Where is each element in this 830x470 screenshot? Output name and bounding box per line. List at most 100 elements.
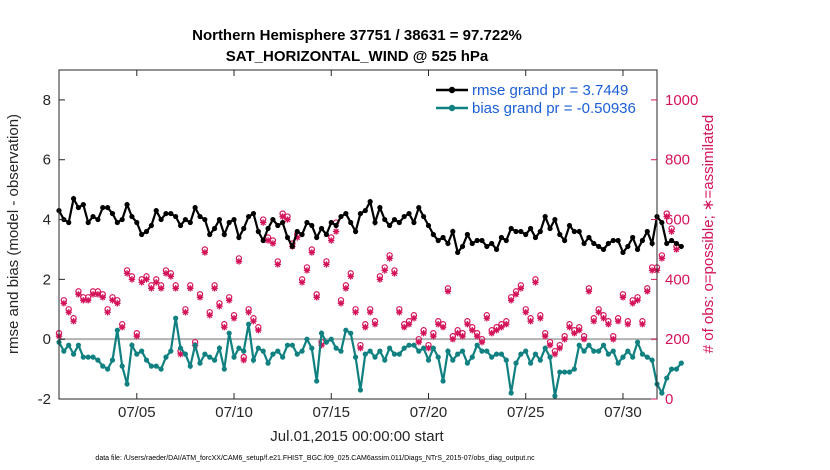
rmse-point [678, 243, 684, 250]
bias-point [576, 342, 582, 348]
rmse-point [610, 237, 616, 244]
obs-assimilated-point [673, 246, 680, 253]
bias-point [221, 366, 227, 372]
bias-point [377, 348, 383, 354]
obs-assimilated-point [512, 291, 520, 298]
obs-assimilated-point [600, 315, 607, 322]
obs-assimilated-point [619, 294, 627, 301]
rmse-point [527, 225, 534, 232]
rmse-point [299, 231, 305, 238]
rmse-point [182, 216, 189, 223]
rmse-point [114, 219, 120, 226]
obs-assimilated-point [473, 332, 481, 340]
bias-point [552, 393, 558, 399]
legend-rmse-marker [448, 86, 456, 94]
rmse-point [387, 222, 393, 229]
bias-point [537, 357, 543, 363]
bias-point [216, 345, 223, 351]
obs-assimilated-point [658, 255, 666, 262]
rmse-point [90, 213, 96, 220]
bias-point [265, 360, 271, 366]
rmse-point [75, 204, 82, 211]
bias-point [372, 354, 378, 360]
bias-point [401, 345, 407, 351]
bias-point [192, 342, 198, 348]
rmse-point [625, 243, 631, 250]
obs-assimilated-point [119, 324, 126, 331]
obs-assimilated-point [89, 291, 97, 298]
obs-assimilated-point [493, 327, 500, 334]
rmse-point [187, 219, 193, 226]
rmse-point [552, 216, 558, 223]
obs-assimilated-point [546, 341, 554, 349]
bias-point [547, 354, 553, 360]
rmse-point [464, 231, 470, 238]
obs-assimilated-point [405, 321, 413, 328]
bias-point [557, 369, 563, 375]
bias-point [105, 366, 111, 372]
obs-assimilated-point [362, 324, 369, 331]
obs-assimilated-point [352, 309, 359, 316]
y-axis-label: rmse and bias (model - observation) [5, 114, 22, 354]
rmse-point [70, 196, 77, 202]
obs-assimilated-point [357, 344, 364, 352]
obs-assimilated-point [201, 249, 209, 256]
x-tick-label: 07/20 [410, 404, 448, 421]
obs-assimilated-point [84, 297, 92, 304]
rmse-point [129, 213, 135, 220]
obs-assimilated-point [138, 279, 145, 286]
rmse-point [668, 237, 675, 244]
obs-assimilated-point [585, 288, 593, 295]
bias-point [668, 366, 675, 372]
obs-assimilated-point [308, 249, 316, 256]
bias-point [430, 345, 436, 351]
bias-point [591, 348, 597, 354]
legend-bias-text: bias grand pr = -0.50936 [472, 100, 636, 117]
y2-tick-label: 1000 [665, 92, 698, 109]
y2-axis-label: # of obs: o=possible; ∗=assimilated [700, 115, 717, 354]
obs-assimilated-point [318, 341, 325, 349]
bias-point [66, 342, 72, 348]
rmse-point [620, 249, 626, 256]
y2-tick-label: 400 [665, 271, 690, 288]
y-axis-right: 0 200 400 600 800 1000 [651, 92, 698, 408]
obs-assimilated-point [425, 344, 432, 352]
rmse-point [523, 231, 529, 238]
bias-point [664, 375, 670, 381]
bias-point [620, 354, 626, 360]
bias-point [484, 348, 490, 354]
bias-point [143, 357, 150, 363]
bias-point [85, 354, 91, 360]
obs-assimilated-point [430, 332, 437, 340]
bias-point [294, 351, 300, 357]
bias-point [396, 351, 402, 357]
obs-assimilated-point [561, 335, 568, 343]
bias-point [498, 351, 505, 357]
rmse-point [265, 225, 271, 232]
obs-assimilated-point [109, 297, 116, 304]
rmse-point [333, 222, 339, 229]
bias-point [493, 351, 500, 357]
obs-assimilated-point [459, 332, 466, 340]
rmse-point [211, 225, 218, 232]
rmse-point [109, 210, 116, 217]
rmse-point [391, 216, 398, 223]
obs-assimilated-point [211, 285, 218, 292]
obs-assimilated-point [498, 324, 505, 331]
rmse-point [532, 234, 539, 241]
bias-point [158, 366, 164, 372]
bias-point [503, 357, 509, 363]
obs-assimilated-point [104, 309, 111, 316]
rmse-point [192, 204, 198, 211]
obs-assimilated-point [449, 335, 457, 343]
rmse-point [231, 216, 237, 223]
rmse-point [630, 234, 636, 241]
bias-point [304, 336, 310, 342]
rmse-point [362, 207, 368, 214]
rmse-point [440, 234, 446, 241]
rmse-point [484, 243, 490, 250]
obs-assimilated-point [454, 330, 461, 337]
bias-point [421, 345, 427, 351]
bias-point [527, 360, 534, 366]
bias-point [153, 363, 159, 369]
